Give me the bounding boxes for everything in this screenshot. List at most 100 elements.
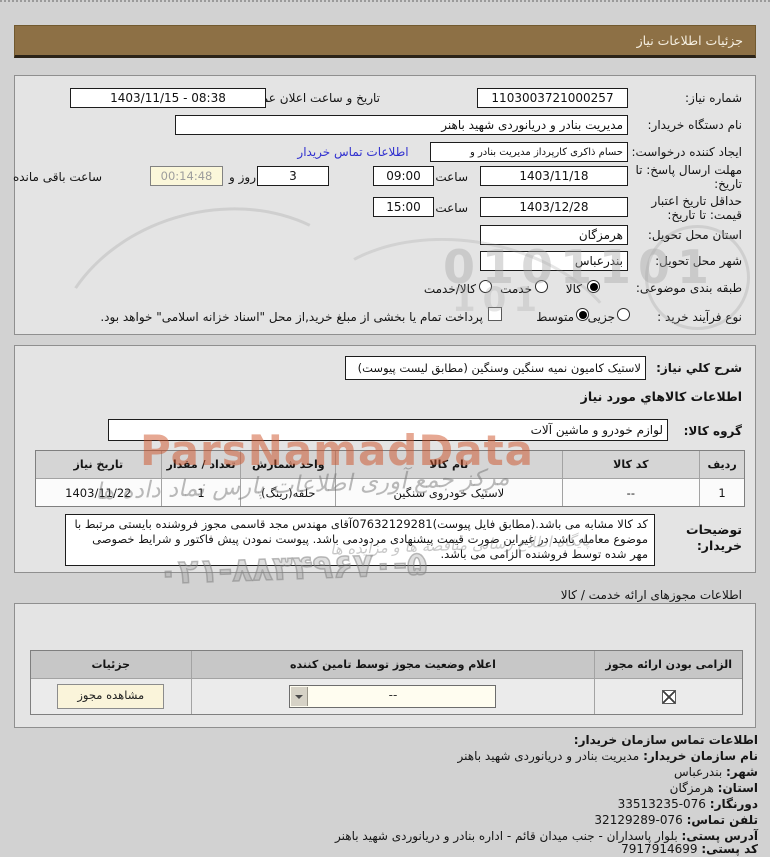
treasury-checkbox[interactable] xyxy=(488,307,502,321)
chevron-down-icon[interactable] xyxy=(291,687,309,706)
contact-org-name-value: مدیریت بنادر و دریانوردی شهید باهنر xyxy=(457,749,640,763)
need-desc-input[interactable]: لاستیک کامیون نمیه سنگین وسنگین (مطابق ل… xyxy=(345,356,646,380)
delivery-city-input[interactable]: بندرعباس xyxy=(480,251,628,271)
contact-postal-code-label: کد پستی: xyxy=(701,842,758,856)
treasury-label: پرداخت تمام یا بخشی از مبلغ خرید,از محل … xyxy=(100,310,483,324)
category-radio-service[interactable] xyxy=(535,280,548,293)
license-header-details: جزئیات xyxy=(31,651,191,679)
validity-time-input[interactable]: 15:00 xyxy=(373,197,434,217)
goods-cell-unit: حلقه(رینگ) xyxy=(240,479,336,506)
category-label: طبقه بندی موضوعی: xyxy=(635,281,742,295)
process-option-medium-label: متوسط xyxy=(536,310,574,324)
process-radio-medium[interactable] xyxy=(576,308,589,321)
category-option-goods-label: کالا xyxy=(565,282,582,296)
goods-cell-row-number: 1 xyxy=(699,479,744,506)
contact-city-label: شهر: xyxy=(726,765,758,779)
buyer-contact-link[interactable]: اطلاعات تماس خریدار xyxy=(297,145,409,159)
category-option-service-label: خدمت xyxy=(500,282,532,296)
category-radio-goods-service[interactable] xyxy=(479,280,492,293)
license-status-select[interactable]: -- xyxy=(289,685,497,708)
goods-group-label: گروه کالا: xyxy=(683,424,742,438)
category-radio-goods[interactable] xyxy=(587,280,600,293)
page-title-bar: جزئیات اطلاعات نیاز xyxy=(14,25,756,58)
contact-province-label: استان: xyxy=(717,781,758,795)
goods-header-name: نام کالا xyxy=(335,451,562,479)
deadline-days-input[interactable]: 3 xyxy=(257,166,329,186)
deadline-hour-label: ساعت xyxy=(435,170,468,184)
validity-hour-label: ساعت xyxy=(435,201,468,215)
need-desc-label: شرح کلي نیاز: xyxy=(656,361,742,375)
request-creator-label: ایجاد کننده درخواست: xyxy=(631,145,742,159)
contact-province: استان: هرمزگان xyxy=(12,781,758,796)
contact-fax: دورنگار: 33513235-076 xyxy=(12,797,758,812)
need-number-input[interactable]: 1103003721000257 xyxy=(477,88,628,108)
category-option-goods-service-label: کالا/خدمت xyxy=(423,282,476,296)
contact-address-value: بلوار پاسداران - جنب میدان قائم - اداره … xyxy=(335,829,678,843)
delivery-city-label: شهر محل تحویل: xyxy=(655,254,742,268)
contact-city: شهر: بندرعباس xyxy=(12,765,758,780)
deadline-days-label: روز و xyxy=(229,170,256,184)
buyer-notes-label: توضیحات خریدار: xyxy=(686,522,742,553)
response-deadline-label: مهلت ارسال پاسخ: تا تاریخ: xyxy=(635,163,742,191)
contact-phone-value: 32129289-076 xyxy=(594,813,683,827)
goods-header-unit: واحد شمارش xyxy=(240,451,336,479)
goods-header-code: کد کالا xyxy=(561,451,700,479)
announce-datetime-input[interactable]: 1403/11/15 - 08:38 xyxy=(70,88,266,108)
goods-header-row-number: ردیف xyxy=(699,451,744,479)
contact-phone: تلفن تماس: 32129289-076 xyxy=(12,813,758,828)
contact-address: آدرس پستی: بلوار پاسداران - جنب میدان قا… xyxy=(12,829,758,844)
contact-postal-code: کد پستی: 7917914699 xyxy=(12,842,758,857)
contact-address-label: آدرس پستی: xyxy=(681,829,758,843)
need-number-label: شماره نیاز: xyxy=(685,91,742,105)
contact-phone-label: تلفن تماس: xyxy=(686,813,758,827)
price-validity-label: حداقل تاریخ اعتبار قیمت: تا تاریخ: xyxy=(651,194,742,222)
goods-header-quantity: تعداد / مقدار xyxy=(160,451,241,479)
license-header-required: الزامی بودن ارائه مجوز xyxy=(594,651,742,679)
goods-cell-need-date: 1403/11/22 xyxy=(36,479,161,506)
contact-org-name-label: نام سازمان خریدار: xyxy=(643,749,758,763)
page-title: جزئیات اطلاعات نیاز xyxy=(636,33,743,48)
validity-date-input[interactable]: 1403/12/28 xyxy=(480,197,628,217)
buyer-notes-textarea[interactable]: کد کالا مشابه می باشد.(مطابق فایل پیوست)… xyxy=(65,514,655,566)
process-option-minor-label: جزیی xyxy=(587,310,615,324)
delivery-province-label: استان محل تحویل: xyxy=(647,228,742,242)
goods-section-title: اطلاعات کالاهاي مورد نیاز xyxy=(580,389,742,404)
license-status-value: -- xyxy=(388,688,398,702)
goods-group-input[interactable]: لوازم خودرو و ماشین آلات xyxy=(108,419,668,441)
deadline-time-input[interactable]: 09:00 xyxy=(373,166,434,186)
license-required-checkbox[interactable] xyxy=(661,689,676,704)
goods-table-header-row: ردیف کد کالا نام کالا واحد شمارش تعداد /… xyxy=(36,451,744,479)
buyer-org-input[interactable]: مدیریت بنادر و دریانوردی شهید باهنر xyxy=(175,115,628,135)
contact-city-value: بندرعباس xyxy=(674,765,723,779)
license-details-cell: مشاهده مجوز xyxy=(31,679,191,714)
top-dotted-divider xyxy=(0,0,770,2)
contact-section-title: اطلاعات تماس سازمان خریدار: xyxy=(573,733,758,747)
license-header-status: اعلام وضعیت مجوز توسط تامین کننده xyxy=(190,651,595,679)
buyer-org-label: نام دستگاه خریدار: xyxy=(647,118,743,132)
goods-table-row: 1 -- لاستیک خودروی سنگین حلقه(رینگ) 1 14… xyxy=(36,479,744,506)
deadline-date-input[interactable]: 1403/11/18 xyxy=(480,166,628,186)
contact-postal-code-value: 7917914699 xyxy=(621,842,698,856)
license-required-cell xyxy=(594,679,742,714)
goods-cell-quantity: 1 xyxy=(160,479,241,506)
process-type-label: نوع فرآیند خرید : xyxy=(657,310,742,324)
license-table-header-row: الزامی بودن ارائه مجوز اعلام وضعیت مجوز … xyxy=(31,651,742,679)
delivery-province-input[interactable]: هرمزگان xyxy=(480,225,628,245)
process-radio-minor[interactable] xyxy=(617,308,630,321)
license-table-row: -- مشاهده مجوز xyxy=(31,679,742,714)
remaining-hours-label: ساعت باقی مانده xyxy=(12,170,102,184)
announce-datetime-label: تاریخ و ساعت اعلان عمومی: xyxy=(235,91,380,105)
license-table: الزامی بودن ارائه مجوز اعلام وضعیت مجوز … xyxy=(30,650,743,715)
view-license-button[interactable]: مشاهده مجوز xyxy=(57,684,165,709)
goods-cell-name: لاستیک خودروی سنگین xyxy=(335,479,562,506)
license-status-cell: -- xyxy=(190,679,595,714)
goods-cell-code: -- xyxy=(561,479,700,506)
request-creator-input[interactable]: حسام ذاکری کارپرداز مدیریت بنادر و دریان… xyxy=(430,142,628,162)
countdown-display: 00:14:48 xyxy=(150,166,223,186)
contact-fax-value: 33513235-076 xyxy=(617,797,706,811)
license-section-title: اطلاعات مجوزهای ارائه خدمت / کالا xyxy=(560,588,742,602)
goods-table: ردیف کد کالا نام کالا واحد شمارش تعداد /… xyxy=(35,450,745,507)
contact-fax-label: دورنگار: xyxy=(709,797,758,811)
contact-org-name: نام سازمان خریدار: مدیریت بنادر و دریانو… xyxy=(12,749,758,764)
